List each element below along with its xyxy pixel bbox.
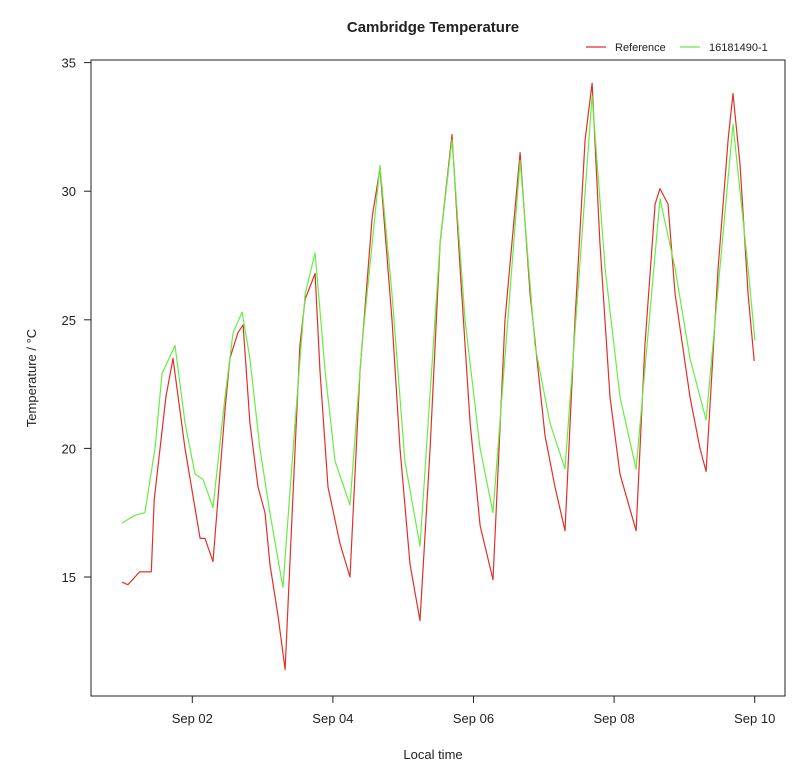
x-tick-label: Sep 04	[312, 711, 353, 726]
legend-label-0: Reference	[615, 42, 666, 54]
legend-label-1: 16181490-1	[709, 42, 768, 54]
x-tick-label: Sep 10	[734, 711, 775, 726]
y-tick-label: 35	[62, 56, 76, 71]
y-tick-label: 30	[62, 184, 76, 199]
y-tick-label: 15	[62, 570, 76, 585]
x-tick-label: Sep 02	[172, 711, 213, 726]
legend: Reference 16181490-1	[586, 42, 768, 54]
series-line-0	[121, 82, 755, 671]
series-line-1	[121, 95, 756, 588]
x-axis-label: Local time	[403, 747, 462, 762]
y-tick-label: 20	[62, 441, 76, 456]
x-tick-label: Sep 08	[593, 711, 634, 726]
plot-frame	[90, 59, 786, 697]
x-tick-label: Sep 06	[453, 711, 494, 726]
y-axis-label: Temperature / °C	[24, 329, 39, 427]
y-tick-label: 25	[62, 313, 76, 328]
chart-title: Cambridge Temperature	[347, 19, 519, 36]
